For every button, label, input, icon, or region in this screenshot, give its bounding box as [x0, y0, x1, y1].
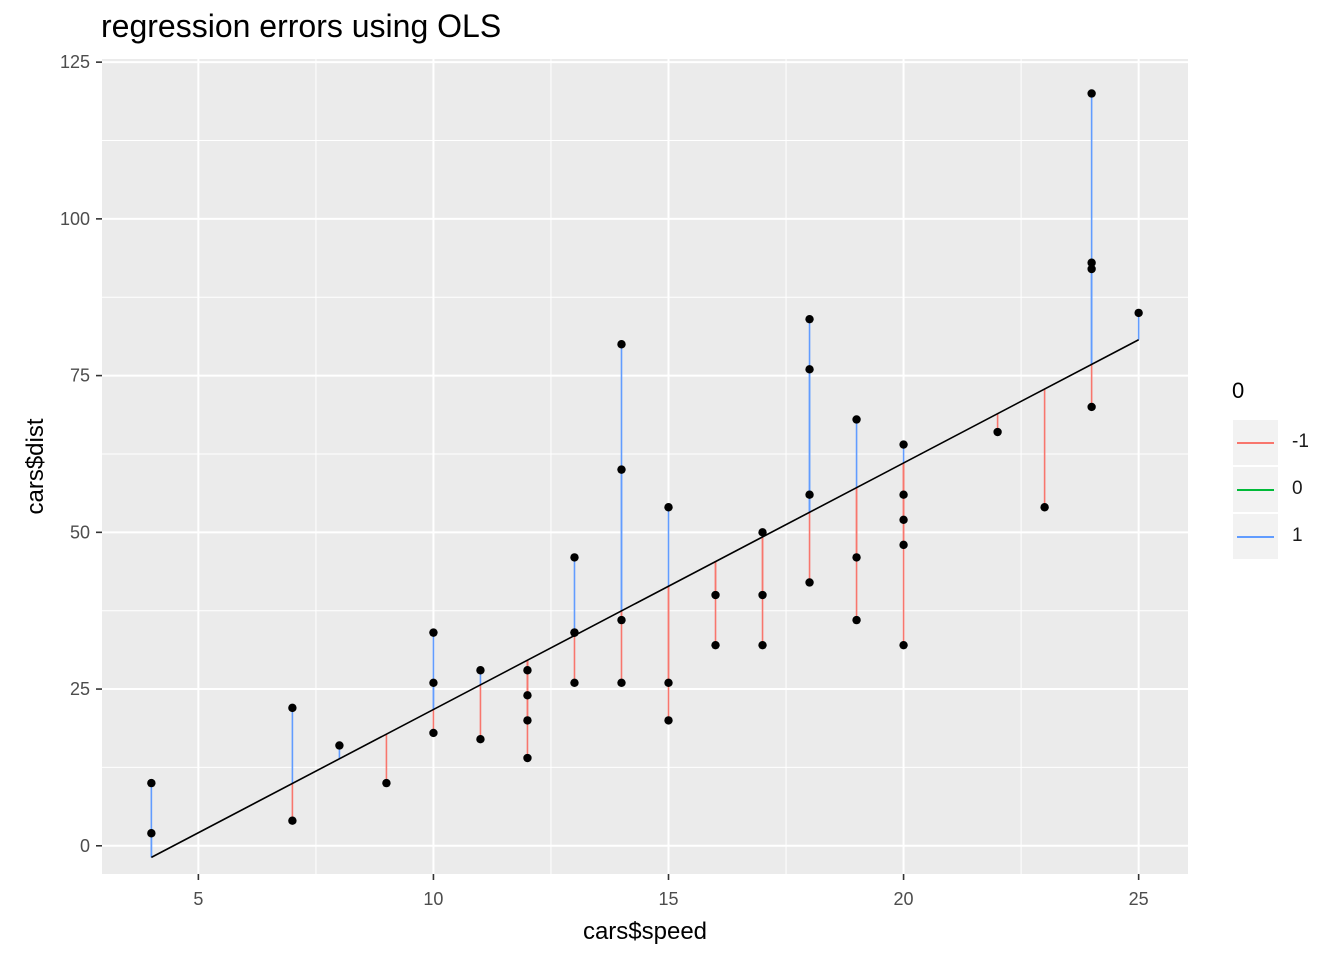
data-point — [288, 704, 296, 712]
data-point — [758, 641, 766, 649]
data-point — [523, 691, 531, 699]
legend-label-minus-one: -1 — [1292, 431, 1309, 453]
x-tick-label: 5 — [193, 889, 203, 909]
legend-key-minus-one — [1233, 420, 1278, 465]
data-point — [476, 666, 484, 674]
y-tick-label: 125 — [60, 52, 90, 72]
legend-key-one — [1233, 514, 1278, 559]
data-point — [993, 428, 1001, 436]
data-point — [1040, 503, 1048, 511]
x-tick-label: 20 — [894, 889, 914, 909]
x-tick-label: 15 — [658, 889, 678, 909]
legend-line-minus-one — [1237, 442, 1274, 444]
data-point — [805, 315, 813, 323]
y-axis-title: cars$dist — [22, 418, 49, 514]
data-point — [617, 616, 625, 624]
x-tick-label: 10 — [423, 889, 443, 909]
y-tick-label: 0 — [80, 836, 90, 856]
data-point — [147, 829, 155, 837]
data-point — [617, 465, 625, 473]
legend-title: 0 — [1232, 378, 1244, 404]
data-point — [899, 641, 907, 649]
data-point — [899, 541, 907, 549]
data-point — [1087, 403, 1095, 411]
data-point — [711, 591, 719, 599]
data-point — [664, 679, 672, 687]
y-tick-label: 100 — [60, 209, 90, 229]
data-point — [429, 729, 437, 737]
y-tick-label: 25 — [70, 679, 90, 699]
x-tick-label: 25 — [1129, 889, 1149, 909]
data-point — [805, 365, 813, 373]
data-point — [523, 716, 531, 724]
chart-title: regression errors using OLS — [101, 8, 501, 45]
data-point — [805, 578, 813, 586]
data-point — [1087, 89, 1095, 97]
data-point — [758, 591, 766, 599]
x-axis-title: cars$speed — [583, 918, 707, 945]
plot-panel — [102, 59, 1188, 874]
data-point — [288, 817, 296, 825]
data-point — [147, 779, 155, 787]
y-tick-label: 50 — [70, 522, 90, 542]
y-tick-label: 75 — [70, 366, 90, 386]
data-point — [523, 754, 531, 762]
data-point — [664, 716, 672, 724]
data-point — [476, 735, 484, 743]
data-point — [852, 616, 860, 624]
data-point — [382, 779, 390, 787]
data-point — [617, 679, 625, 687]
data-point — [852, 553, 860, 561]
legend-line-one — [1237, 536, 1274, 538]
data-point — [805, 491, 813, 499]
data-point — [852, 415, 860, 423]
data-point — [1087, 259, 1095, 267]
legend-label-zero: 0 — [1292, 478, 1303, 500]
legend-key-zero — [1233, 467, 1278, 512]
data-point — [570, 679, 578, 687]
data-point — [899, 491, 907, 499]
data-point — [429, 679, 437, 687]
data-point — [758, 528, 766, 536]
data-point — [523, 666, 531, 674]
data-point — [429, 628, 437, 636]
data-point — [899, 516, 907, 524]
data-point — [899, 440, 907, 448]
data-point — [664, 503, 672, 511]
legend-label-one: 1 — [1292, 525, 1303, 547]
data-point — [711, 641, 719, 649]
data-point — [570, 553, 578, 561]
data-point — [1134, 309, 1142, 317]
legend-line-zero — [1237, 489, 1274, 491]
data-point — [570, 628, 578, 636]
data-point — [617, 340, 625, 348]
data-point — [335, 741, 343, 749]
